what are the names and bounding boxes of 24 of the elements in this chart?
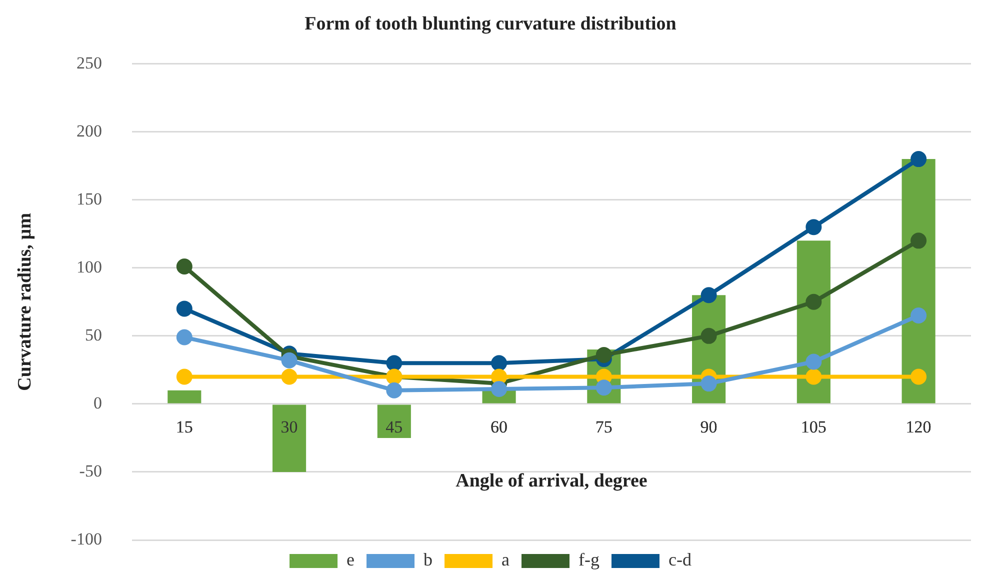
legend-label: e bbox=[346, 550, 355, 570]
x-tick-label: 75 bbox=[595, 418, 612, 437]
y-tick-label: 100 bbox=[76, 257, 102, 276]
y-tick-label: 50 bbox=[84, 325, 102, 344]
x-tick-label: 60 bbox=[490, 418, 508, 437]
x-tick-label: 45 bbox=[386, 418, 403, 437]
x-tick-label: 120 bbox=[906, 418, 932, 437]
legend-label: a bbox=[502, 550, 510, 570]
y-tick-label: 250 bbox=[76, 53, 102, 72]
x-tick-label: 15 bbox=[176, 418, 193, 437]
x-tick-label: 30 bbox=[280, 418, 298, 437]
legend-label: c-d bbox=[668, 550, 692, 570]
y-tick-label: -100 bbox=[70, 529, 102, 548]
y-tick-label: -50 bbox=[79, 461, 102, 480]
y-tick-label: 200 bbox=[76, 121, 102, 140]
y-axis-title: Curvature radius, µm bbox=[14, 212, 36, 391]
x-tick-label: 105 bbox=[800, 418, 826, 437]
y-tick-label: 0 bbox=[93, 393, 102, 412]
legend-label: b bbox=[424, 550, 433, 570]
chart-title: Form of tooth blunting curvature distribution bbox=[304, 13, 677, 34]
y-tick-label: 150 bbox=[76, 189, 102, 208]
legend-label: f-g bbox=[578, 550, 600, 570]
x-axis-title: Angle of arrival, degree bbox=[456, 470, 648, 492]
x-tick-label: 90 bbox=[700, 418, 718, 437]
